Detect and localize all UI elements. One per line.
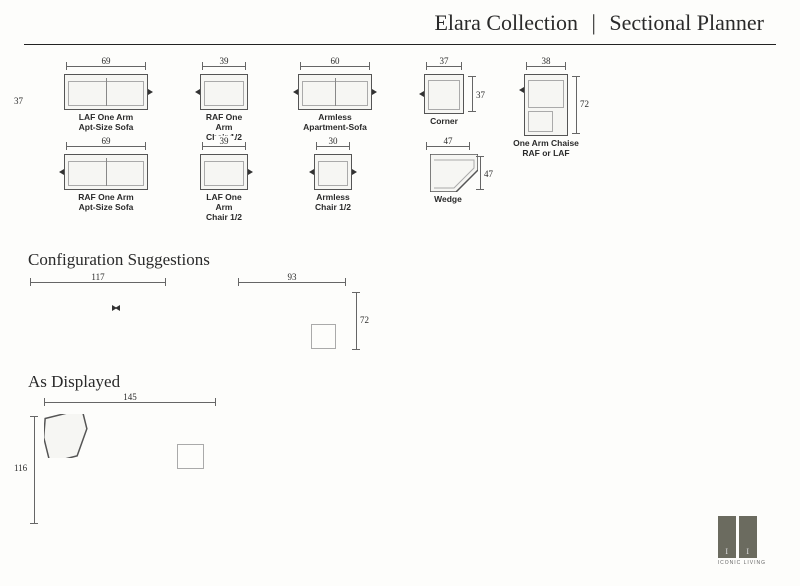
piece-label: One Arm ChaiseRAF or LAF bbox=[504, 139, 588, 159]
wedge-icon bbox=[430, 154, 478, 192]
piece-laf-chair-half: 39 LAF One ArmChair 1/2 bbox=[200, 140, 248, 222]
wedge-icon bbox=[44, 414, 88, 458]
piece-wedge: 47 47 Wedge bbox=[424, 140, 484, 205]
logo-block-icon: I bbox=[739, 516, 757, 558]
as-displayed-title: As Displayed bbox=[28, 372, 120, 392]
piece-chaise: 38 72 One Arm ChaiseRAF or LAF bbox=[524, 60, 584, 159]
logo-text: ICONIC LIVING bbox=[718, 560, 766, 566]
piece-laf-apt-sofa: 69 LAF One ArmApt-Size Sofa bbox=[64, 60, 148, 133]
piece-armless-chair-half: 30 ArmlessChair 1/2 bbox=[314, 140, 352, 213]
piece-raf-chair-half: 39 RAF One ArmChair 1/2 bbox=[200, 60, 248, 142]
collection-name: Elara Collection bbox=[434, 10, 578, 35]
config-a: 117 bbox=[28, 276, 168, 326]
piece-label: ArmlessApartment-Sofa bbox=[298, 113, 372, 133]
dim-width: 69 bbox=[64, 60, 148, 72]
piece-label: LAF One ArmApt-Size Sofa bbox=[64, 113, 148, 133]
piece-label: LAF One ArmChair 1/2 bbox=[200, 193, 248, 222]
piece-armless-apt-sofa: 60 ArmlessApartment-Sofa bbox=[298, 60, 372, 133]
piece-raf-apt-sofa: 69 RAF One ArmApt-Size Sofa bbox=[64, 140, 148, 213]
piece-label: ArmlessChair 1/2 bbox=[314, 193, 352, 213]
piece-corner: 37 37 Corner bbox=[424, 60, 476, 127]
brand-logo: I I ICONIC LIVING bbox=[718, 516, 766, 566]
header-rule bbox=[24, 44, 776, 45]
as-displayed-config: 145 116 bbox=[28, 396, 228, 530]
page-title: Sectional Planner bbox=[609, 10, 764, 35]
header-separator: | bbox=[592, 10, 596, 35]
config-b: 93 72 bbox=[236, 276, 366, 356]
page-header: Elara Collection | Sectional Planner bbox=[0, 0, 800, 42]
logo-block-icon: I bbox=[718, 516, 736, 558]
row-depth-label: 37 bbox=[14, 96, 23, 106]
piece-label: Wedge bbox=[424, 195, 472, 205]
config-suggestions-title: Configuration Suggestions bbox=[28, 250, 210, 270]
piece-label: Corner bbox=[424, 117, 464, 127]
piece-label: RAF One ArmApt-Size Sofa bbox=[64, 193, 148, 213]
